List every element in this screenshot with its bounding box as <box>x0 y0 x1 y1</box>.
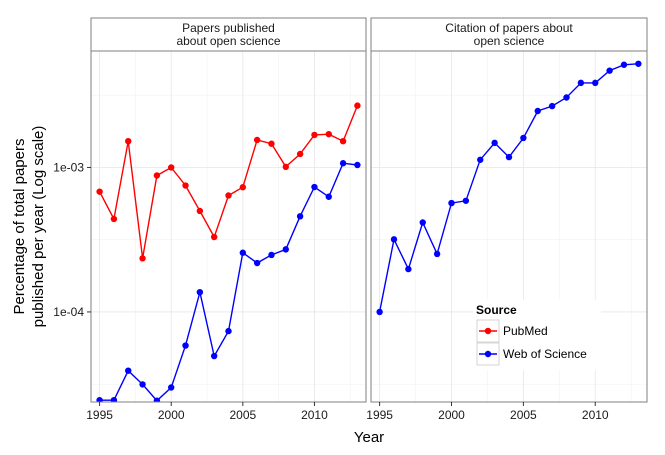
data-point-pubmed <box>182 182 189 189</box>
data-point-web-of-science <box>96 396 103 402</box>
facet-title-line: open science <box>474 34 545 48</box>
y-tick-label: 1e-04 <box>53 305 84 319</box>
data-point-web-of-science <box>462 197 470 204</box>
data-point-web-of-science <box>606 67 613 74</box>
y-axis-title-line: Percentage of total papers <box>11 139 28 315</box>
legend-key-web-of-science <box>476 342 500 366</box>
legend-key-point <box>484 350 492 358</box>
y-axis-title-line: published per year (Log scale) <box>30 126 47 328</box>
x-tick-label: 2000 <box>158 408 185 422</box>
data-point-pubmed <box>339 137 347 145</box>
data-point-web-of-science <box>376 308 383 316</box>
panel-border <box>90 50 367 403</box>
data-point-web-of-science <box>239 249 247 256</box>
data-point-web-of-science <box>534 107 541 115</box>
data-point-pubmed <box>139 255 146 262</box>
data-point-web-of-science <box>253 259 261 267</box>
data-point-pubmed <box>296 150 304 158</box>
x-axis-title: Year <box>354 429 384 446</box>
x-tick-label: 1995 <box>366 408 393 422</box>
data-point-pubmed <box>125 137 132 145</box>
facet-title-line: Citation of papers about <box>445 21 573 35</box>
x-tick-label: 2010 <box>301 408 328 422</box>
series-layer <box>96 102 361 402</box>
data-point-web-of-science <box>325 193 332 200</box>
facet-strip <box>90 17 367 52</box>
y-tick-label: 1e-03 <box>53 160 84 174</box>
data-point-pubmed <box>239 184 247 191</box>
panel-border <box>370 50 648 403</box>
legend: Source PubMed Web of Science <box>473 300 601 370</box>
data-point-pubmed <box>311 131 318 139</box>
data-point-web-of-science <box>419 219 426 226</box>
legend-key-point <box>484 327 492 335</box>
data-point-web-of-science <box>635 60 642 67</box>
facet-title-line: Papers published <box>182 21 275 35</box>
data-point-pubmed <box>210 233 218 241</box>
data-point-web-of-science <box>153 397 161 402</box>
data-point-web-of-science <box>477 156 484 163</box>
data-point-web-of-science <box>182 342 189 349</box>
data-point-web-of-science <box>296 213 304 220</box>
data-point-web-of-science <box>563 94 570 101</box>
data-point-pubmed <box>225 192 232 199</box>
data-point-pubmed <box>153 172 161 179</box>
data-point-web-of-science <box>125 367 132 374</box>
legend-title: Source <box>476 303 517 317</box>
data-point-pubmed <box>282 163 289 171</box>
data-point-web-of-science <box>282 246 289 253</box>
legend-label-pubmed: PubMed <box>503 324 548 338</box>
data-point-web-of-science <box>139 381 146 388</box>
data-point-web-of-science <box>548 102 556 110</box>
data-point-web-of-science <box>592 79 599 87</box>
x-tick-label: 1995 <box>86 408 113 422</box>
data-point-web-of-science <box>210 352 218 360</box>
data-point-web-of-science <box>390 236 398 243</box>
legend-key-pubmed <box>476 319 500 343</box>
data-point-pubmed <box>96 188 103 195</box>
plot-background <box>91 51 366 402</box>
data-point-web-of-science <box>433 250 441 258</box>
data-point-web-of-science <box>448 199 455 207</box>
data-point-web-of-science <box>577 79 585 87</box>
x-tick-label: 2005 <box>510 408 537 422</box>
data-point-web-of-science <box>268 251 275 259</box>
data-point-pubmed <box>268 140 275 147</box>
data-point-web-of-science <box>339 160 347 167</box>
data-point-web-of-science <box>311 183 318 191</box>
data-point-web-of-science <box>491 139 498 147</box>
data-point-web-of-science <box>168 384 175 391</box>
data-point-web-of-science <box>520 134 527 142</box>
data-point-pubmed <box>110 215 118 223</box>
series-layer <box>376 60 642 316</box>
data-point-pubmed <box>253 136 261 144</box>
data-point-web-of-science <box>110 396 118 402</box>
data-point-web-of-science <box>354 161 361 169</box>
x-tick-label: 2000 <box>438 408 465 422</box>
data-point-pubmed <box>325 130 332 138</box>
data-point-web-of-science <box>505 153 513 161</box>
data-point-pubmed <box>354 102 361 109</box>
legend-label-web-of-science: Web of Science <box>503 347 587 361</box>
x-tick-label: 2010 <box>582 408 609 422</box>
facet-title-line: about open science <box>176 34 280 48</box>
data-point-web-of-science <box>620 61 628 68</box>
data-point-web-of-science <box>196 288 204 296</box>
data-point-web-of-science <box>405 265 412 273</box>
data-point-web-of-science <box>225 327 232 335</box>
data-point-pubmed <box>168 164 175 171</box>
data-point-pubmed <box>196 207 204 215</box>
x-tick-label: 2005 <box>229 408 256 422</box>
facet-strip <box>370 17 648 52</box>
